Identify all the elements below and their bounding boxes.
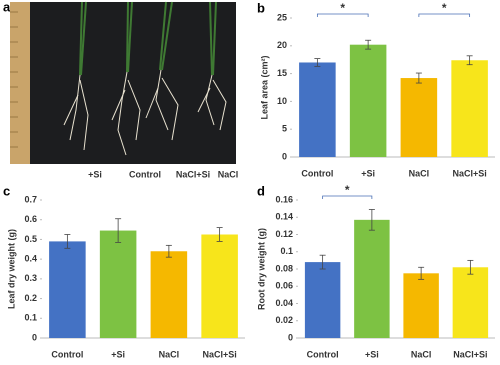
error-bar [365,39,372,50]
x-tick-label: NaCl+Si [202,349,236,359]
error-bar [64,234,71,249]
panel-label: d [257,183,265,198]
y-tick-label: 0.4 [24,254,37,264]
error-bar [319,254,326,270]
bar [349,44,387,157]
bar [99,230,137,338]
y-tick-label: 25 [277,12,287,22]
photo-label: NaCl [218,169,239,179]
significance-label: * [340,1,345,15]
y-tick-label: 0.2 [24,293,37,303]
photo-label: Control [129,169,161,179]
y-axis-label: Leaf dry weight (g) [6,229,16,309]
y-tick-label: 0.6 [24,214,37,224]
significance-label: * [345,183,350,197]
bar [150,251,188,338]
bar [452,267,489,338]
x-tick-label: Control [301,168,333,178]
y-tick-label: 0 [32,332,37,342]
y-tick-label: 0.08 [275,263,293,273]
error-bar [314,58,321,67]
significance-bracket [316,13,369,17]
y-tick-label: 5 [282,124,287,134]
x-tick-label: NaCl [159,349,180,359]
bar [49,241,86,338]
x-tick-label: Control [307,349,339,359]
y-tick-label: 0 [288,332,293,342]
bar [354,219,390,338]
y-tick-label: 10 [277,96,287,106]
y-tick-label: 0 [282,151,287,161]
y-tick-label: 0.12 [275,229,293,239]
error-bar [415,72,422,84]
error-bar [216,227,223,242]
photo [10,1,236,164]
x-tick-label: NaCl+Si [453,349,487,359]
y-tick-label: 0.02 [275,315,293,325]
bar [400,78,438,157]
x-tick-label: Control [51,349,83,359]
x-tick-label: +Si [361,168,375,178]
error-bar [467,259,474,275]
y-tick-label: 20 [277,40,287,50]
photo-label: NaCl+Si [176,169,210,179]
x-tick-label: NaCl [409,168,430,178]
y-tick-label: 15 [277,68,287,78]
bar [201,234,238,338]
panel-label: c [3,183,10,198]
y-tick-label: 0.04 [275,298,293,308]
panel-label: b [257,0,265,15]
bar [403,273,439,338]
error-bar [466,55,473,66]
x-tick-label: +Si [111,349,125,359]
y-tick-label: 0.06 [275,281,293,291]
x-tick-label: NaCl [411,349,432,359]
photo-label: +Si [88,169,102,179]
significance-bracket [322,195,373,199]
y-tick-label: 0.3 [24,273,37,283]
x-tick-label: +Si [365,349,379,359]
significance-label: * [442,1,447,15]
y-tick-label: 0.14 [275,212,293,222]
bar [299,62,336,158]
y-tick-label: 0.1 [280,246,293,256]
significance-bracket [418,13,471,17]
error-bar [115,218,122,243]
x-tick-label: NaCl+Si [452,168,486,178]
y-tick-label: 0.16 [275,194,293,204]
y-tick-label: 0.5 [24,234,37,244]
y-tick-label: 0.7 [24,194,37,204]
panel-label: a [3,0,11,14]
error-bar [165,244,172,258]
bar [451,60,488,158]
error-bar [418,266,425,280]
bar [304,262,341,338]
y-tick-label: 0.1 [24,313,37,323]
y-axis-label: Root dry weight (g) [256,228,266,310]
y-axis-label: Leaf area (cm²) [259,55,269,119]
error-bar [368,209,375,231]
